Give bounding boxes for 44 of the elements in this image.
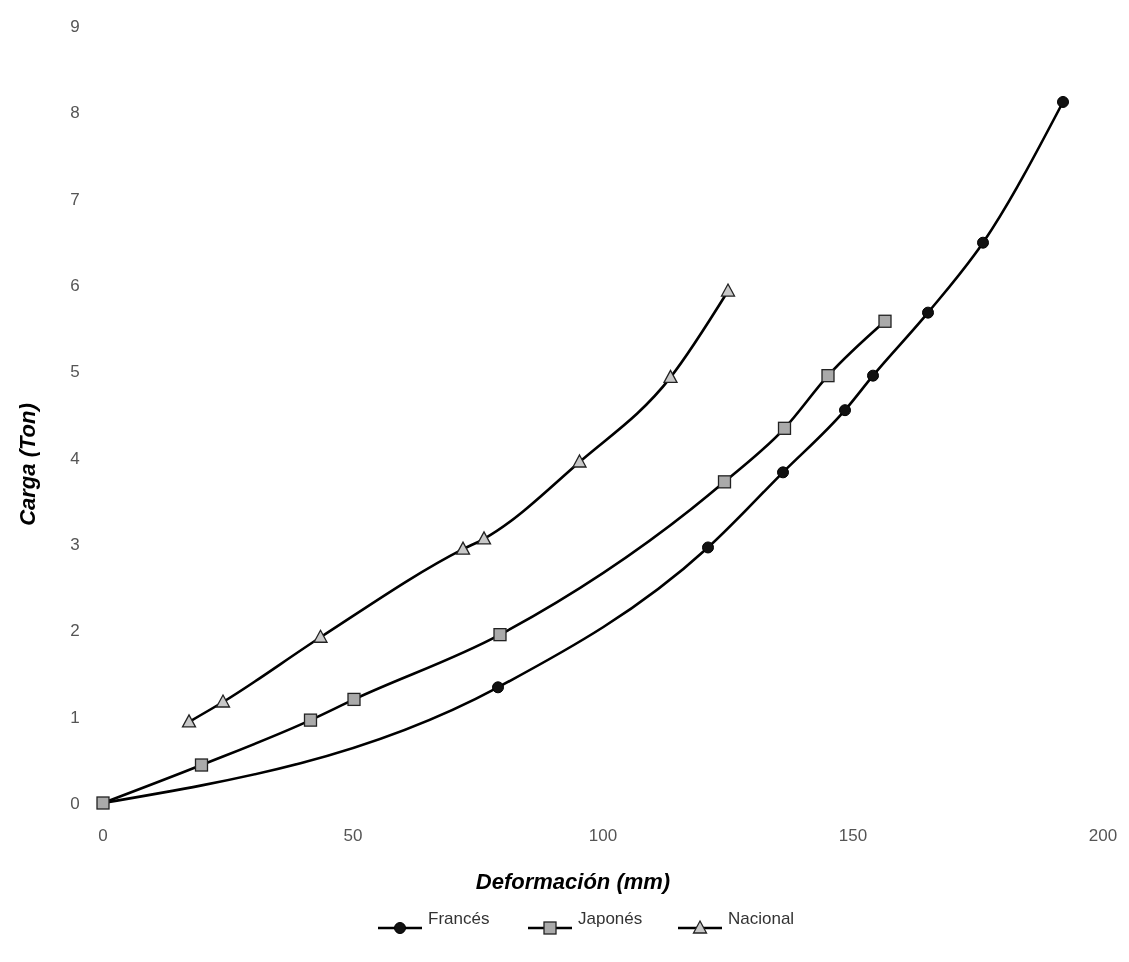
point xyxy=(572,454,587,468)
y-tick-label: 5 xyxy=(70,362,80,382)
x-tick-label: 0 xyxy=(98,826,108,845)
point xyxy=(1057,95,1069,108)
point xyxy=(878,314,892,328)
point xyxy=(493,628,507,642)
y-tick-label: 9 xyxy=(70,16,80,36)
point xyxy=(702,541,714,554)
point xyxy=(720,283,736,297)
point xyxy=(977,236,989,249)
point xyxy=(777,466,789,479)
x-tick-label: 100 xyxy=(588,826,618,845)
legend-label: Japonés xyxy=(578,909,643,928)
point xyxy=(215,694,231,708)
y-axis-title: Carga (Ton) xyxy=(15,403,40,526)
y-tick-label: 7 xyxy=(70,189,80,209)
y-tick-label: 2 xyxy=(70,621,80,641)
point xyxy=(181,714,197,728)
point xyxy=(455,541,471,555)
y-tick-label: 8 xyxy=(70,103,80,123)
point xyxy=(194,758,209,772)
x-tick-label: 200 xyxy=(1088,826,1118,845)
point xyxy=(476,531,492,545)
x-tick-label: 150 xyxy=(838,826,868,845)
legend-label: Francés xyxy=(428,909,490,928)
point xyxy=(777,421,792,435)
legend-label: Nacional xyxy=(728,909,795,928)
point xyxy=(347,692,361,707)
point xyxy=(303,713,318,727)
point xyxy=(492,681,504,694)
point xyxy=(313,629,328,643)
point xyxy=(663,369,678,384)
y-tick-label: 0 xyxy=(70,793,80,813)
y-tick-label: 6 xyxy=(70,275,80,295)
point xyxy=(717,475,732,489)
x-axis-title: Deformación (mm) xyxy=(475,869,671,894)
y-tick-label: 3 xyxy=(70,534,80,554)
point xyxy=(821,369,835,383)
point xyxy=(922,306,934,319)
y-tick-label: 1 xyxy=(70,707,80,727)
y-tick-label: 4 xyxy=(70,448,80,468)
point xyxy=(867,369,879,382)
point xyxy=(839,404,851,417)
x-tick-label: 50 xyxy=(343,826,363,845)
